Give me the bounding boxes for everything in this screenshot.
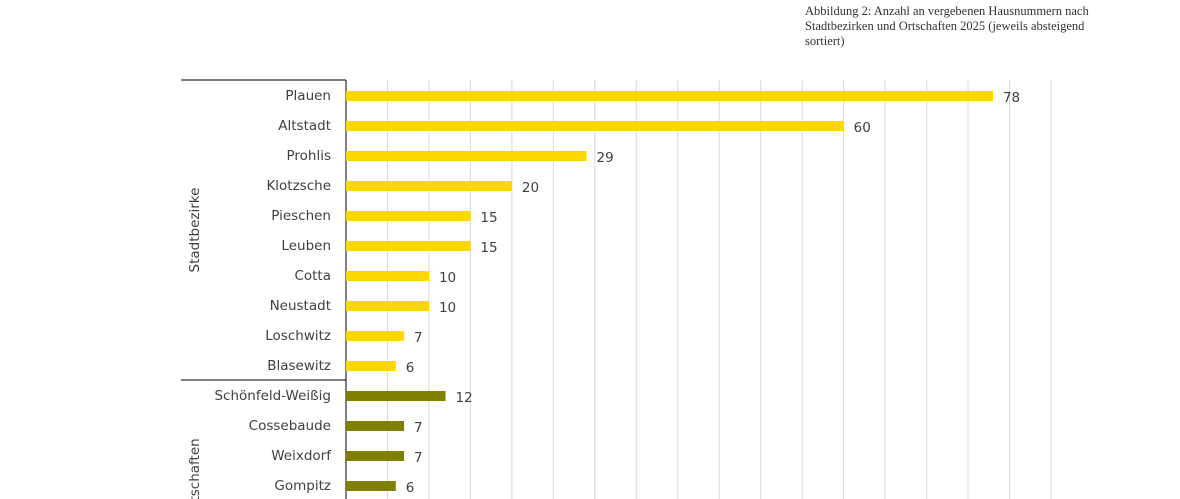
value-label: 15 (480, 210, 497, 226)
category-label: Klotzsche (266, 178, 331, 194)
bar (346, 451, 405, 461)
value-label: 10 (439, 300, 456, 316)
category-label: Blasewitz (267, 358, 331, 374)
category-label: Prohlis (286, 148, 331, 164)
category-label: Schönfeld-Weißig (214, 388, 331, 404)
category-label: Leuben (281, 238, 331, 254)
group-label: Ortschaften (187, 438, 203, 499)
bar (346, 421, 405, 431)
category-label: Cossebaude (249, 418, 331, 434)
value-label: 78 (1003, 90, 1020, 106)
value-label: 10 (439, 270, 456, 286)
value-label: 6 (406, 360, 415, 376)
bar (346, 181, 512, 191)
category-label: Plauen (285, 88, 331, 104)
bar (346, 271, 429, 281)
value-label: 60 (854, 120, 871, 136)
bar (346, 211, 471, 221)
bar (346, 361, 396, 371)
value-label: 7 (414, 330, 423, 346)
category-label: Neustadt (270, 298, 331, 314)
group-label: Stadtbezirke (187, 188, 203, 273)
bar (346, 151, 587, 161)
value-label: 6 (406, 480, 415, 496)
category-label: Altstadt (278, 118, 331, 134)
value-label: 29 (597, 150, 614, 166)
chart-title: Abbildung 2: Anzahl an vergebenen Hausnu… (805, 4, 1089, 48)
value-label: 20 (522, 180, 539, 196)
value-label: 12 (456, 390, 473, 406)
bar (346, 481, 396, 491)
bar (346, 301, 429, 311)
bar (346, 241, 471, 251)
bar (346, 121, 844, 131)
category-label: Gompitz (274, 478, 331, 494)
value-label: 15 (480, 240, 497, 256)
category-label: Loschwitz (265, 328, 331, 344)
value-label: 7 (414, 450, 423, 466)
category-label: Pieschen (271, 208, 331, 224)
category-label: Weixdorf (271, 448, 332, 464)
category-label: Cotta (294, 268, 331, 284)
bar (346, 391, 446, 401)
bar (346, 331, 405, 341)
bar (346, 91, 993, 101)
value-label: 7 (414, 420, 423, 436)
